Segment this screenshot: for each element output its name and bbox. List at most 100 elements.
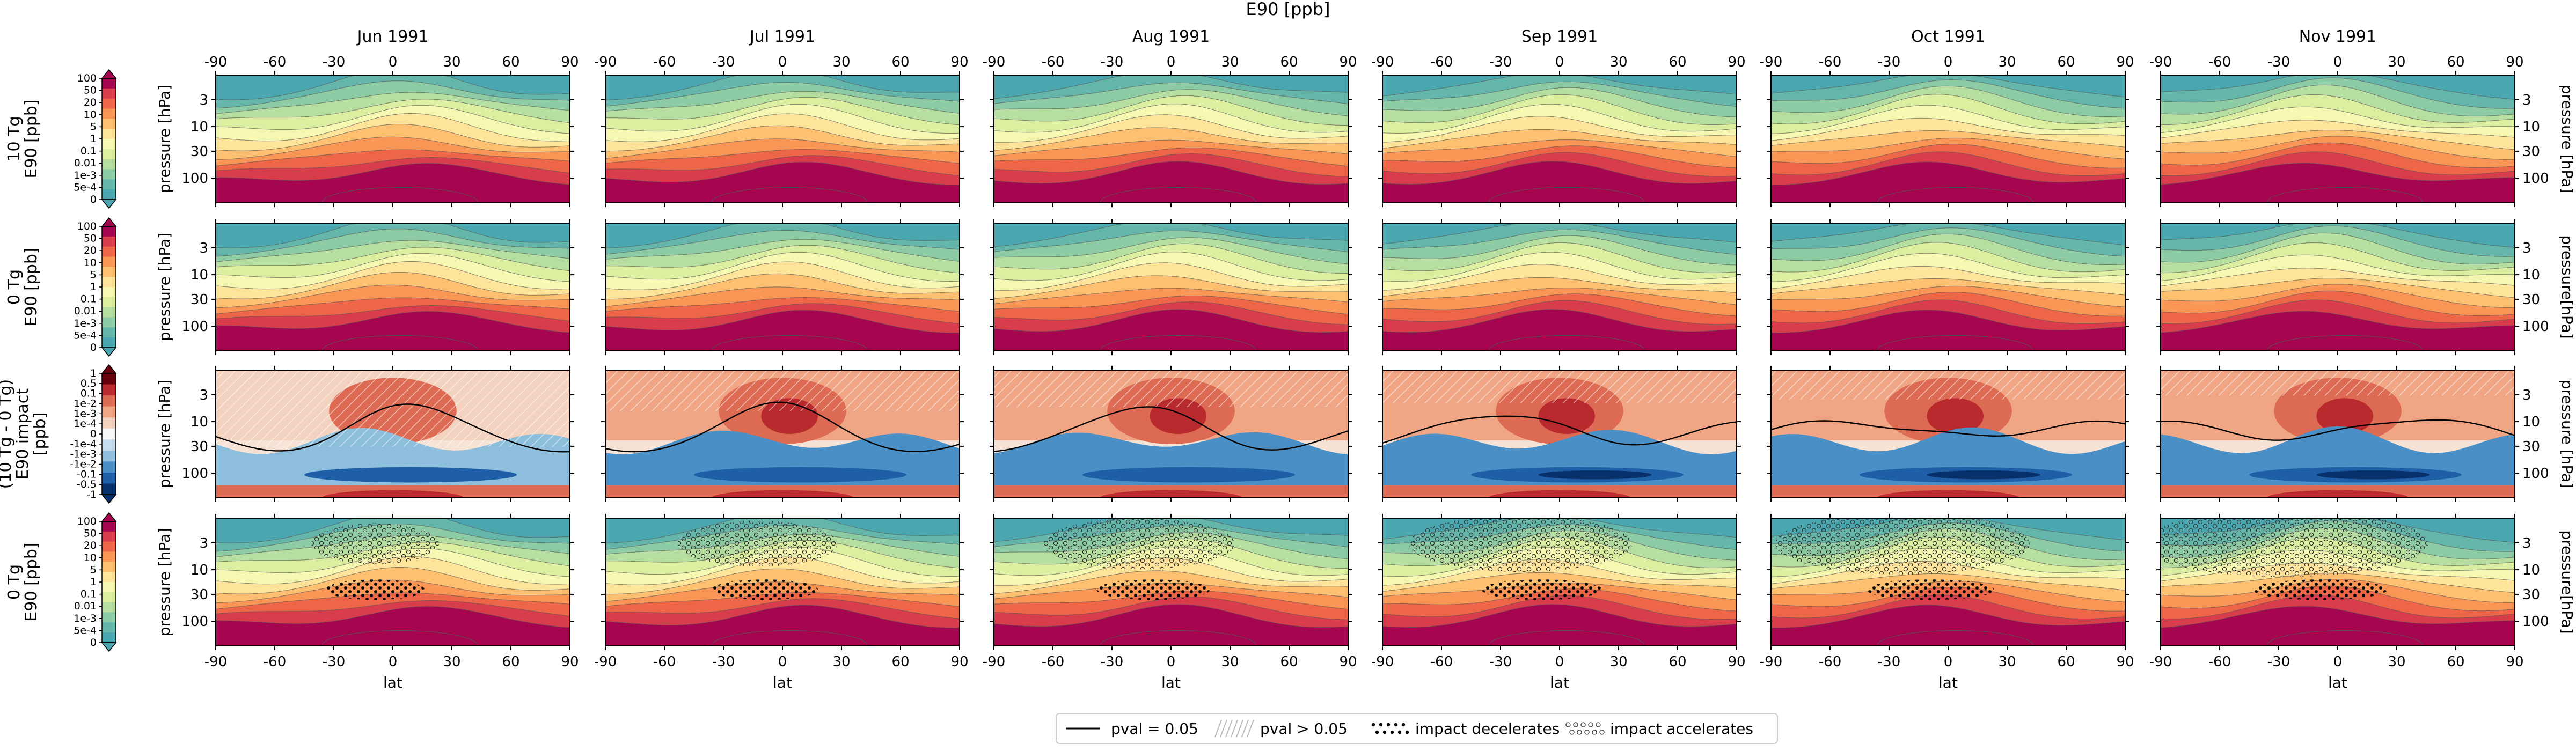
colorbar-segment <box>102 521 116 532</box>
colorbar-segment <box>102 277 116 288</box>
x-tick-label: -30 <box>1489 654 1512 670</box>
x-tick-label: -30 <box>323 54 345 70</box>
impact-field <box>1082 467 1295 483</box>
colorbar-segment <box>102 472 116 484</box>
colorbar-segment <box>102 88 116 99</box>
x-tick-label: 90 <box>1728 54 1745 70</box>
contour-level <box>994 604 1348 646</box>
colorbar-segment <box>102 461 116 473</box>
x-tick-label: -90 <box>204 654 227 670</box>
colorbar-tick-label: 100 <box>77 516 97 527</box>
colorbar-segment <box>102 327 116 338</box>
x-tick-label: -30 <box>1878 54 1900 70</box>
x-tick-label: 30 <box>1221 654 1239 670</box>
colorbar-tick-label: 0.1 <box>80 588 97 600</box>
panel <box>1767 366 2129 502</box>
colorbar-segment <box>102 395 116 407</box>
x-tick-label: 60 <box>891 654 909 670</box>
y-axis-label-right: pressure[hPa] <box>2558 235 2576 338</box>
x-tick-label: 0 <box>1555 654 1564 670</box>
x-tick-label: 0 <box>1167 654 1176 670</box>
y-tick-label: 30 <box>191 587 208 603</box>
pval-contour <box>1771 420 2125 437</box>
legend-swatch <box>1220 719 1227 738</box>
x-axis-label: lat <box>1938 674 1958 691</box>
x-tick-label: 0 <box>389 654 398 670</box>
y-tick-label: 3 <box>199 240 208 256</box>
x-tick-label: 30 <box>832 654 850 670</box>
x-axis-label: lat <box>1550 674 1569 691</box>
column-title: Jul 1991 <box>749 27 815 46</box>
legend-swatch <box>1577 730 1582 735</box>
y-tick-label: 10 <box>2522 119 2540 135</box>
legend-label: pval = 0.05 <box>1111 720 1198 738</box>
colorbar-tick-label: 5 <box>90 121 97 132</box>
colorbar-segment <box>102 108 116 119</box>
y-tick-label: 30 <box>2522 144 2540 160</box>
pval-contour <box>605 401 960 453</box>
x-tick-label: 60 <box>2447 654 2464 670</box>
panel: 3 10 30 100 pressure [hPa] <box>2156 366 2576 502</box>
pval-contour <box>216 403 570 453</box>
contour-level <box>1382 604 1737 646</box>
y-tick-label: 3 <box>199 387 208 403</box>
contour-level <box>2161 163 2515 203</box>
legend-label: impact accelerates <box>1610 720 1753 738</box>
legend: pval = 0.05 pval > 0.05 impact decelerates… <box>1056 713 1778 744</box>
hatch-region <box>1382 370 1737 403</box>
colorbar-tick-label: 0 <box>90 428 97 440</box>
x-tick-label: 60 <box>1668 54 1686 70</box>
y-tick-label: 30 <box>2522 292 2540 308</box>
x-tick-label: 60 <box>502 654 519 670</box>
colorbar-tick-label: 1e-3 <box>74 408 97 419</box>
impact-field <box>1877 490 2019 498</box>
x-tick-label: 60 <box>891 54 909 70</box>
contour-level <box>1488 187 1645 203</box>
x-tick-label: -30 <box>323 654 345 670</box>
colorbar-segment <box>102 406 116 418</box>
impact-field <box>694 467 906 483</box>
panel: -90 -60 -30 0 30 60 90 <box>1371 54 1746 207</box>
colorbar-segment <box>102 582 116 593</box>
x-tick-label: -30 <box>712 654 735 670</box>
x-tick-label: -60 <box>653 654 676 670</box>
colorbar-segment <box>102 169 116 180</box>
panel: 3 10 30 100 pressure [hPa] <box>156 219 574 355</box>
colorbar-tick-label: 1e-2 <box>74 398 97 410</box>
panel <box>1378 219 1741 355</box>
colorbar-tick-label: 0.1 <box>80 388 97 400</box>
colorbar-segment <box>102 562 116 572</box>
x-tick-label: -30 <box>1101 54 1123 70</box>
pval-contour <box>1382 415 1737 446</box>
x-tick-label: -60 <box>264 54 286 70</box>
colorbar-tick-label: 100 <box>77 220 97 232</box>
x-tick-label: -90 <box>594 654 617 670</box>
colorbar-segment <box>102 149 116 160</box>
panel: -90 -60 -30 0 30 60 90 lat <box>1760 514 2134 691</box>
panel <box>990 219 1352 355</box>
x-tick-label: 0 <box>1944 654 1953 670</box>
contour-level <box>1771 310 2125 351</box>
colorbar-segment <box>102 417 116 429</box>
x-axis-label: lat <box>773 674 792 691</box>
x-tick-label: -90 <box>1760 54 1782 70</box>
panel: -90 -60 -30 0 30 60 90 3 10 30 100 pressure [hPa] <box>2149 54 2576 207</box>
colorbar-tick-label: 0 <box>90 194 97 205</box>
colorbar-tick-label: 0.01 <box>74 157 97 169</box>
colorbar-tick-label: -0.1 <box>77 468 97 480</box>
impact-field <box>1927 398 1984 434</box>
contour-level <box>1382 309 1737 351</box>
hatch-region <box>605 370 960 411</box>
row-label: E90 [ppb] <box>22 542 41 621</box>
row-label: [ppb] <box>31 413 49 456</box>
colorbar-tick-label: 0.01 <box>74 305 97 317</box>
x-tick-label: 30 <box>443 654 460 670</box>
panel <box>990 366 1352 502</box>
x-tick-label: 90 <box>1728 654 1745 670</box>
colorbar-segment <box>102 592 116 603</box>
colorbar-tick-label: -1e-3 <box>70 448 97 460</box>
colorbar-extend-top <box>101 217 117 227</box>
contour-level <box>216 163 570 203</box>
